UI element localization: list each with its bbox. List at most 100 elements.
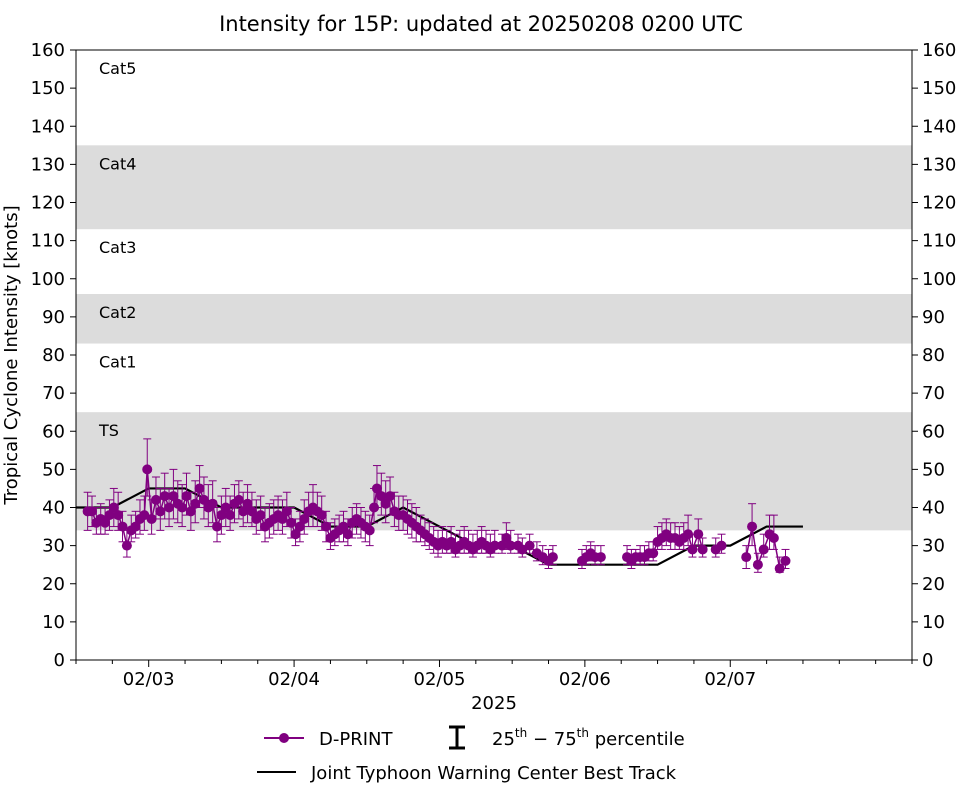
band-label-cat2: Cat2 — [99, 303, 136, 322]
dprint-point — [446, 536, 457, 547]
dprint-point — [104, 510, 115, 521]
y-tick-label-right: 120 — [922, 193, 956, 214]
dprint-point — [780, 555, 791, 566]
dprint-point — [190, 498, 201, 509]
dprint-point — [321, 521, 332, 532]
dprint-point — [716, 540, 727, 551]
band-cat4 — [76, 145, 912, 230]
dprint-point — [697, 544, 708, 555]
x-tick-label: 02/05 — [414, 669, 466, 690]
dprint-point — [524, 540, 535, 551]
dprint-point — [181, 491, 192, 502]
dprint-point — [489, 540, 500, 551]
dprint-point — [216, 510, 227, 521]
dprint-point — [168, 491, 179, 502]
dprint-point — [108, 502, 119, 513]
dprint-point — [246, 506, 257, 517]
dprint-point — [342, 529, 353, 540]
dprint-point — [207, 498, 218, 509]
y-tick-label-right: 100 — [922, 269, 956, 290]
dprint-line-segment — [773, 537, 781, 569]
dprint-point — [194, 483, 205, 494]
y-axis-right: 0 10 20 30 40 50 60 70 80 90 100 110 120 130 140 150 160 — [912, 40, 956, 671]
legend-dprint-label: D-PRINT — [319, 729, 393, 750]
x-axis-label: 2025 — [471, 693, 517, 714]
y-tick-label-left: 80 — [42, 345, 65, 366]
y-tick-label-left: 10 — [42, 612, 65, 633]
band-label-cat1: Cat1 — [99, 353, 136, 372]
dprint-point — [238, 506, 249, 517]
y-tick-label-left: 60 — [42, 421, 65, 442]
y-tick-label-left: 40 — [42, 498, 65, 519]
dprint-point — [212, 521, 223, 532]
y-tick-label-right: 70 — [922, 383, 945, 404]
legend: D-PRINT 25th − 75th percentile Joint Typ… — [257, 725, 685, 784]
dprint-point — [233, 494, 244, 505]
band-label-cat3: Cat3 — [99, 238, 136, 257]
dprint-point — [198, 494, 209, 505]
dprint-point — [768, 533, 779, 543]
dprint-point — [130, 521, 141, 532]
dprint-point — [758, 544, 769, 555]
dprint-point — [693, 529, 704, 540]
y-tick-label-right: 0 — [922, 650, 933, 671]
y-tick-label-left: 130 — [31, 154, 65, 175]
y-tick-label-left: 100 — [31, 269, 65, 290]
dprint-series — [82, 438, 791, 574]
dprint-point — [142, 464, 153, 475]
dprint-point — [100, 517, 111, 528]
y-tick-label-right: 60 — [922, 421, 945, 442]
dprint-point — [774, 563, 785, 574]
dprint-point — [648, 548, 659, 559]
legend-dprint-swatch-marker — [279, 733, 289, 743]
dprint-point — [86, 506, 97, 517]
dprint-point — [255, 510, 266, 521]
band-label-cat4: Cat4 — [99, 154, 136, 173]
dprint-point — [164, 502, 175, 513]
dprint-point — [369, 502, 380, 513]
dprint-point — [385, 491, 396, 502]
dprint-point — [155, 506, 166, 517]
y-tick-label-left: 70 — [42, 383, 65, 404]
category-bands: TS Cat1 Cat2 Cat3 Cat4 Cat5 — [76, 59, 912, 531]
dprint-point — [741, 552, 752, 563]
dprint-point — [376, 491, 387, 502]
y-tick-label-right: 150 — [922, 78, 956, 99]
y-tick-label-right: 20 — [922, 574, 945, 595]
x-tick-label: 02/03 — [123, 669, 175, 690]
dprint-point — [496, 540, 507, 551]
dprint-point — [505, 540, 516, 551]
dprint-point — [281, 506, 292, 517]
y-axis-left: 0 10 20 30 40 50 60 70 80 90 100 110 120 130 140 150 160 — [31, 40, 76, 671]
y-tick-label-right: 10 — [922, 612, 945, 633]
dprint-point — [185, 506, 196, 517]
y-tick-label-left: 30 — [42, 536, 65, 557]
y-tick-label-right: 90 — [922, 307, 945, 328]
dprint-point — [501, 533, 512, 543]
band-label-cat5: Cat5 — [99, 59, 136, 78]
dprint-point — [113, 510, 124, 521]
y-tick-label-left: 110 — [31, 231, 65, 252]
legend-besttrack-label: Joint Typhoon Warning Center Best Track — [310, 763, 677, 784]
y-tick-label-right: 160 — [922, 40, 956, 61]
x-tick-label: 02/07 — [704, 669, 756, 690]
y-tick-label-right: 50 — [922, 459, 945, 480]
y-tick-label-left: 160 — [31, 40, 65, 61]
y-tick-label-right: 130 — [922, 154, 956, 175]
y-tick-label-left: 20 — [42, 574, 65, 595]
dprint-point — [683, 529, 694, 540]
dprint-point — [316, 510, 327, 521]
x-tick-label: 02/04 — [268, 669, 320, 690]
dprint-point — [595, 552, 606, 563]
dprint-point — [299, 513, 310, 524]
y-tick-label-right: 40 — [922, 498, 945, 519]
y-tick-label-left: 120 — [31, 193, 65, 214]
legend-percentile-label: 25th − 75th percentile — [492, 726, 685, 750]
y-tick-label-right: 80 — [922, 345, 945, 366]
y-tick-label-right: 30 — [922, 536, 945, 557]
dprint-point — [159, 491, 170, 502]
dprint-line-segment — [146, 469, 153, 520]
y-tick-label-left: 50 — [42, 459, 65, 480]
x-tick-label: 02/06 — [559, 669, 611, 690]
